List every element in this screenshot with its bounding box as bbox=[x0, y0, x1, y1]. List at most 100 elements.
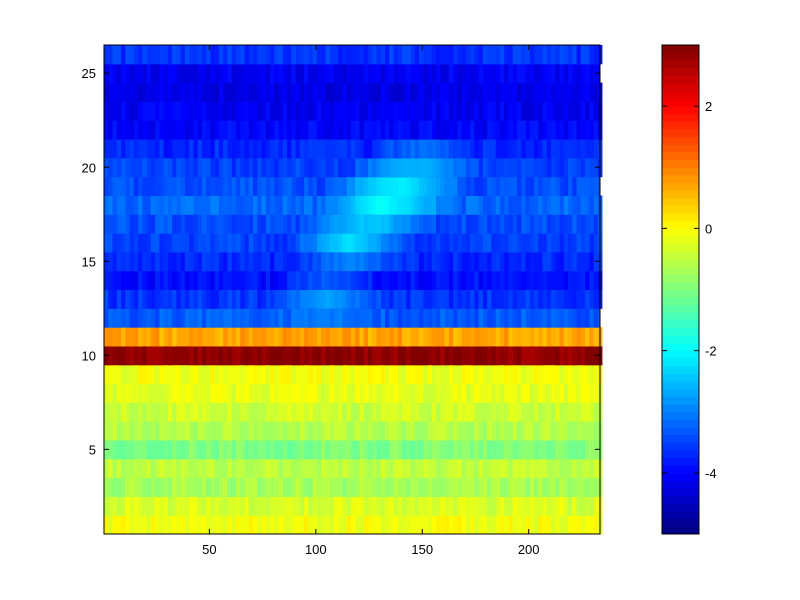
heatmap-cell bbox=[265, 251, 271, 272]
heatmap-cell bbox=[580, 439, 586, 460]
heatmap-cell bbox=[465, 139, 471, 159]
heatmap-cell bbox=[461, 364, 467, 385]
y-tick-label: 25 bbox=[82, 66, 96, 81]
heatmap-cell bbox=[350, 101, 356, 121]
heatmap-cell bbox=[104, 120, 109, 140]
heatmap-cell bbox=[546, 120, 552, 140]
heatmap-cell bbox=[116, 327, 122, 347]
heatmap-cell bbox=[184, 101, 190, 121]
heatmap-cell bbox=[585, 402, 590, 422]
heatmap-cell bbox=[138, 327, 143, 347]
heatmap-cell bbox=[482, 477, 488, 497]
heatmap-cell bbox=[568, 63, 573, 84]
heatmap-cell bbox=[308, 421, 313, 441]
heatmap-cell bbox=[406, 515, 411, 535]
heatmap-cell bbox=[287, 82, 292, 102]
heatmap-cell bbox=[197, 327, 203, 347]
heatmap-cell bbox=[380, 139, 386, 159]
heatmap-cell bbox=[121, 139, 126, 159]
heatmap-cell bbox=[580, 139, 586, 159]
heatmap-cell bbox=[312, 308, 318, 328]
heatmap-cell bbox=[529, 402, 535, 422]
heatmap-cell bbox=[142, 139, 147, 159]
heatmap-cell bbox=[342, 195, 347, 215]
heatmap-cell bbox=[321, 364, 326, 385]
heatmap-cell bbox=[206, 157, 211, 178]
heatmap-cell bbox=[244, 120, 250, 140]
heatmap-cell bbox=[440, 402, 445, 422]
heatmap-cell bbox=[312, 383, 318, 403]
heatmap-cell bbox=[453, 139, 458, 159]
heatmap-cell bbox=[184, 421, 190, 441]
heatmap-cell bbox=[499, 45, 505, 65]
heatmap-cell bbox=[338, 157, 343, 178]
heatmap-cell bbox=[461, 195, 467, 215]
heatmap-cell bbox=[504, 402, 509, 422]
heatmap-cell bbox=[355, 383, 360, 403]
heatmap-cell bbox=[423, 364, 428, 385]
heatmap-cell bbox=[176, 101, 181, 121]
heatmap-cell bbox=[508, 383, 514, 403]
heatmap-cell bbox=[563, 458, 569, 479]
heatmap-cell bbox=[287, 251, 292, 272]
heatmap-cell bbox=[235, 233, 241, 253]
heatmap-cell bbox=[304, 157, 309, 178]
heatmap-cell bbox=[104, 308, 109, 328]
heatmap-cell bbox=[257, 383, 262, 403]
heatmap-cell bbox=[397, 345, 403, 366]
heatmap-cell bbox=[529, 515, 535, 535]
heatmap-cell bbox=[559, 477, 565, 497]
heatmap-cell bbox=[380, 421, 386, 441]
heatmap-cell bbox=[419, 439, 424, 460]
heatmap-cell bbox=[227, 421, 233, 441]
heatmap-cell bbox=[546, 101, 552, 121]
heatmap-cell bbox=[342, 214, 347, 234]
heatmap-cell bbox=[440, 176, 445, 196]
heatmap-cell bbox=[555, 157, 560, 178]
heatmap-cell bbox=[367, 139, 373, 159]
heatmap-cell bbox=[261, 120, 267, 140]
heatmap-cell bbox=[542, 458, 548, 479]
heatmap-cell bbox=[316, 458, 322, 479]
heatmap-cell bbox=[116, 214, 122, 234]
heatmap-cell bbox=[235, 439, 241, 460]
heatmap-cell bbox=[159, 139, 164, 159]
heatmap-cell bbox=[546, 289, 552, 309]
heatmap-cell bbox=[491, 176, 496, 196]
heatmap-cell bbox=[376, 421, 382, 441]
heatmap-cell bbox=[478, 308, 484, 328]
heatmap-cell bbox=[321, 120, 326, 140]
heatmap-cell bbox=[316, 214, 322, 234]
heatmap-cell bbox=[516, 402, 522, 422]
heatmap-cell bbox=[580, 364, 586, 385]
heatmap-cell bbox=[542, 63, 548, 84]
heatmap-cell bbox=[495, 477, 501, 497]
heatmap-cell bbox=[159, 364, 164, 385]
heatmap-cell bbox=[423, 63, 428, 84]
heatmap-cell bbox=[491, 45, 496, 65]
heatmap-cell bbox=[189, 327, 194, 347]
heatmap-cell bbox=[593, 139, 599, 159]
heatmap-cell bbox=[542, 496, 548, 516]
heatmap-cell bbox=[316, 364, 322, 385]
heatmap-cell bbox=[167, 63, 173, 84]
heatmap-cell bbox=[367, 308, 373, 328]
heatmap-cell bbox=[572, 101, 577, 121]
heatmap-cell bbox=[104, 82, 109, 102]
heatmap-cell bbox=[201, 101, 207, 121]
heatmap-cell bbox=[563, 139, 569, 159]
heatmap-cell bbox=[534, 327, 539, 347]
heatmap-cell bbox=[282, 289, 288, 309]
heatmap-cell bbox=[440, 139, 445, 159]
heatmap-cell bbox=[244, 327, 250, 347]
heatmap-cell bbox=[363, 308, 369, 328]
heatmap-cell bbox=[159, 345, 164, 366]
heatmap-cell bbox=[287, 270, 292, 290]
colorbar-tick-label: -2 bbox=[705, 344, 717, 359]
heatmap-cell bbox=[223, 308, 228, 328]
heatmap-cell bbox=[325, 139, 330, 159]
heatmap-cell bbox=[104, 176, 109, 196]
heatmap-cell bbox=[129, 270, 135, 290]
heatmap-cell bbox=[521, 120, 526, 140]
heatmap-cell bbox=[508, 477, 514, 497]
